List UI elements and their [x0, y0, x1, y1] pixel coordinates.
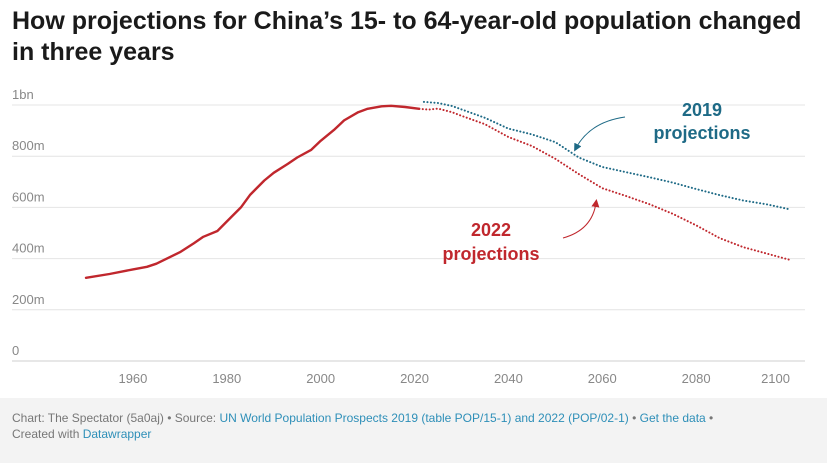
y-tick-label: 0: [12, 343, 19, 358]
created-with-label: Created with: [12, 427, 83, 441]
separator: •: [163, 411, 175, 425]
x-tick-label: 2080: [682, 371, 711, 386]
x-tick-label: 2040: [494, 371, 523, 386]
gridlines: [12, 104, 805, 362]
x-tick-label: 2060: [588, 371, 617, 386]
separator: •: [628, 411, 640, 425]
series-lines: [84, 100, 791, 279]
source-link[interactable]: UN World Population Prospects 2019 (tabl…: [219, 411, 629, 425]
x-tick-label: 2000: [306, 371, 335, 386]
footer-text: Chart: The Spectator (5a0aj) • Source: U…: [12, 410, 817, 442]
y-tick-label: 800m: [12, 138, 45, 153]
x-tick-label: 2020: [400, 371, 429, 386]
annotation-2022-line2: projections: [442, 244, 539, 264]
x-axis: 1960 1980 2000 2020 2040 2060 2080 2100: [118, 371, 790, 386]
datawrapper-link[interactable]: Datawrapper: [82, 427, 152, 441]
line-chart: 1bn 800m 600m 400m 200m 0 1960 1980 2000 2020 204…: [12, 87, 805, 386]
annotation-2019-line2: projections: [653, 123, 750, 143]
x-tick-label: 1980: [212, 371, 241, 386]
source-label: Source:: [174, 411, 220, 425]
series-line-historical: [84, 104, 421, 279]
series-line-2019-projections: [422, 100, 791, 211]
y-axis: 1bn 800m 600m 400m 200m 0: [12, 87, 45, 358]
y-tick-label: 200m: [12, 292, 45, 307]
y-tick-label: 400m: [12, 241, 45, 256]
chart-title: How projections for China’s 15- to 64-ye…: [12, 7, 802, 66]
y-tick-label: 1bn: [12, 87, 34, 102]
x-tick-label: 1960: [118, 371, 147, 386]
annotation-2019-line1: 2019: [682, 100, 722, 120]
get-data-link[interactable]: Get the data: [639, 411, 706, 425]
annotation-arrow-2022: [562, 199, 600, 239]
x-tick-label: 2100: [761, 371, 790, 386]
annotations: 2019 projections 2022 projections: [442, 100, 750, 264]
y-tick-label: 600m: [12, 189, 45, 204]
annotation-arrow-2019: [574, 116, 626, 152]
footer: Chart: The Spectator (5a0aj) • Source: U…: [0, 398, 827, 463]
chart-credit: Chart: The Spectator (5a0aj): [12, 411, 164, 425]
separator: •: [705, 411, 714, 425]
annotation-2022-line1: 2022: [471, 220, 511, 240]
series-line-2022-projections: [418, 107, 791, 261]
